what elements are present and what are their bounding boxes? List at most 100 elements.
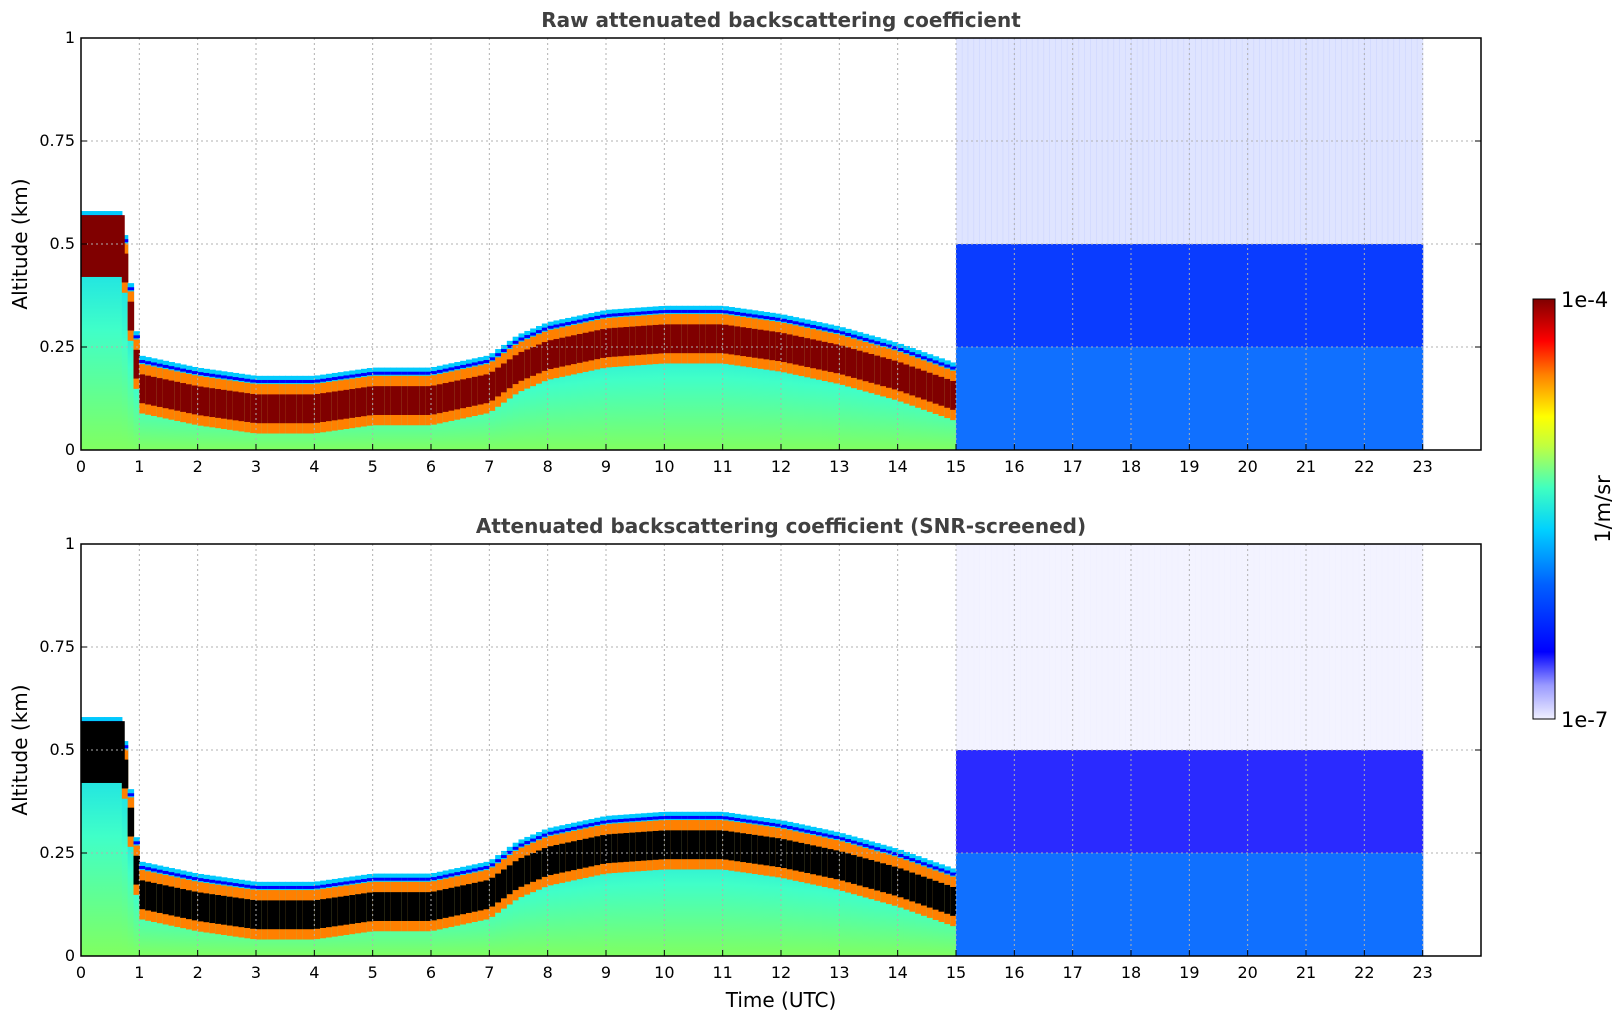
heatmap-cell [821, 847, 829, 877]
x-tick-label: 10 [654, 963, 674, 982]
heatmap-cell [378, 877, 385, 881]
heatmap-cell [536, 850, 543, 880]
heatmap-cell [658, 830, 665, 860]
heatmap-cell [186, 890, 193, 920]
heatmap-cell [1236, 544, 1243, 750]
heatmap-cell [711, 309, 718, 313]
heatmap-cell [390, 386, 397, 415]
heatmap-cell [582, 824, 590, 828]
heatmap-cell [769, 316, 776, 320]
heatmap-cell [985, 750, 992, 853]
heatmap-cell [932, 866, 940, 870]
heatmap-cell [961, 544, 969, 750]
heatmap-cell [1236, 347, 1243, 450]
heatmap-cell [1300, 244, 1307, 347]
heatmap-cell [1125, 544, 1132, 750]
heatmap-cell [477, 375, 485, 405]
heatmap-cell [466, 378, 473, 407]
heatmap-cell [1399, 853, 1406, 956]
heatmap-cell [431, 891, 438, 921]
x-tick-label: 11 [712, 457, 732, 476]
heatmap-cell [693, 324, 700, 354]
heatmap-cell [1195, 853, 1202, 956]
heatmap-cell [705, 324, 712, 354]
heatmap-cell [996, 347, 1004, 450]
heatmap-cell [1195, 750, 1202, 853]
heatmap-cell [355, 388, 362, 418]
heatmap-cell [1259, 347, 1266, 450]
heatmap-cell [506, 865, 514, 895]
heatmap-cell [1230, 38, 1237, 244]
heatmap-cell [1241, 347, 1249, 450]
heatmap-cell [1026, 347, 1033, 450]
heatmap-cell [1405, 750, 1412, 853]
heatmap-cell [757, 311, 765, 450]
heatmap-cell [1381, 38, 1389, 244]
heatmap-cell [1341, 38, 1348, 244]
heatmap-cell [804, 829, 811, 833]
heatmap-cell [536, 325, 543, 450]
heatmap-cell [571, 822, 578, 956]
heatmap-cell [588, 331, 595, 361]
heatmap-cell [600, 816, 607, 956]
heatmap-cell [1317, 750, 1325, 853]
heatmap-cell [676, 815, 683, 819]
heatmap-cell [751, 310, 759, 450]
heatmap-cell [273, 379, 280, 383]
heatmap-cell [746, 834, 753, 863]
heatmap-cell [582, 314, 590, 450]
heatmap-cell [232, 377, 240, 381]
heatmap-cell [641, 307, 648, 450]
heatmap-cell [711, 811, 718, 956]
x-tick-label: 20 [1237, 963, 1257, 982]
heatmap-cell [1171, 347, 1179, 450]
heatmap-cell [699, 324, 706, 354]
heatmap-cell [133, 855, 140, 885]
heatmap-cell [244, 378, 251, 382]
heatmap-cell [617, 819, 625, 823]
heatmap-cell [1090, 38, 1097, 244]
heatmap-cell [1405, 38, 1412, 244]
heatmap-cell [588, 837, 595, 867]
heatmap-cell [1352, 544, 1360, 750]
heatmap-cell [1061, 544, 1068, 750]
heatmap-cell [401, 386, 409, 415]
heatmap-cell [991, 853, 998, 956]
heatmap-cell [1393, 347, 1400, 450]
heatmap-cell [617, 833, 625, 863]
heatmap-cell [979, 347, 986, 450]
y-tick-label: 0.25 [39, 843, 75, 862]
heatmap-cell [740, 833, 747, 863]
heatmap-cell [1125, 244, 1132, 347]
heatmap-cell [623, 818, 630, 822]
heatmap-cell [197, 372, 205, 376]
heatmap-cell [629, 308, 636, 450]
heatmap-cell [413, 877, 420, 881]
heatmap-cell [302, 885, 310, 889]
heatmap-cell [897, 348, 905, 352]
heatmap-cell [623, 308, 630, 450]
heatmap-cell [1201, 244, 1208, 347]
heatmap-cell [1212, 544, 1220, 750]
heatmap-cell [1148, 347, 1155, 450]
heatmap-cell [541, 342, 549, 371]
heatmap-cell [594, 836, 601, 866]
heatmap-cell [1131, 38, 1138, 244]
heatmap-cell [337, 896, 345, 926]
heatmap-cell [1026, 244, 1033, 347]
heatmap-cell [244, 884, 251, 888]
heatmap-cell [1031, 244, 1039, 347]
heatmap-cell [180, 874, 187, 878]
heatmap-cell [950, 886, 957, 916]
heatmap-cell [693, 811, 700, 956]
heatmap-cell [926, 358, 934, 362]
heatmap-cell [116, 211, 123, 450]
heatmap-cell [524, 855, 531, 885]
heatmap-cell [827, 343, 835, 372]
heatmap-cell [1148, 750, 1155, 853]
heatmap-cell [396, 386, 403, 415]
heatmap-cell [1177, 750, 1185, 853]
heatmap-cell [489, 357, 496, 361]
heatmap-cell [740, 308, 747, 450]
heatmap-cell [1119, 853, 1126, 956]
